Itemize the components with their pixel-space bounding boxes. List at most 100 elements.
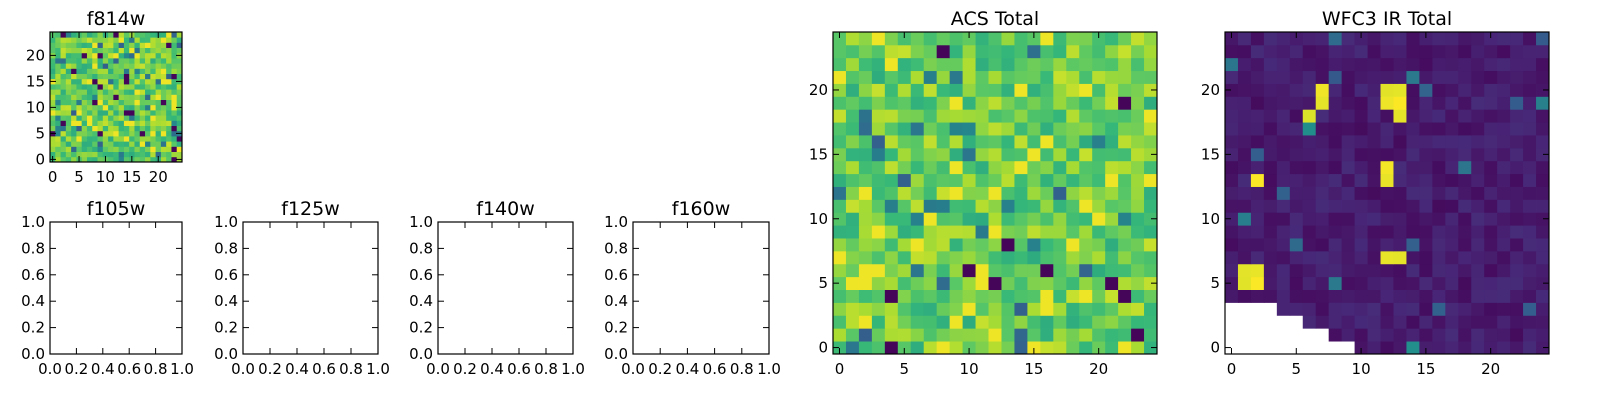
axes-frame (632, 221, 770, 355)
heatmap-cell (1406, 186, 1420, 200)
heatmap-cell (897, 147, 912, 162)
heatmap-cell (150, 37, 156, 43)
heatmap-cell (1263, 122, 1278, 136)
heatmap-cell (1484, 160, 1498, 175)
heatmap-cell (1237, 212, 1252, 226)
heatmap-cell (910, 96, 925, 110)
heatmap-cell (50, 94, 56, 100)
heatmap-cell (1315, 276, 1330, 290)
heatmap-cell (1406, 44, 1420, 59)
heatmap-cell (1092, 122, 1106, 136)
heatmap-cell (1053, 109, 1067, 123)
x-tick-label: 0.2 (453, 360, 477, 378)
heatmap-cell (1419, 212, 1433, 226)
heatmap-cell (1484, 122, 1498, 136)
heatmap-cell (1131, 328, 1145, 342)
heatmap-cell (1354, 109, 1368, 123)
heatmap-cell (858, 122, 873, 136)
heatmap-cell (1105, 263, 1119, 278)
heatmap-cell (1523, 44, 1537, 59)
heatmap-cell (897, 186, 912, 200)
heatmap-cell (1053, 315, 1067, 329)
heatmap-cell (1027, 238, 1041, 252)
heatmap-cell (1144, 315, 1158, 329)
heatmap-cell (139, 151, 146, 158)
heatmap-cell (871, 238, 886, 252)
heatmap-cell (1354, 250, 1368, 265)
heatmap-cell (155, 78, 162, 85)
heatmap-cell (1484, 276, 1498, 290)
heatmap-cell (1263, 212, 1278, 226)
heatmap-cell (1302, 109, 1317, 123)
heatmap-cell (118, 58, 125, 64)
heatmap-cell (1497, 44, 1511, 59)
heatmap-cell (975, 199, 989, 213)
heatmap-cell (1393, 70, 1407, 84)
heatmap-cell (76, 141, 83, 147)
heatmap-cell (97, 110, 104, 116)
panel-title: f105w (87, 198, 146, 220)
y-tick-label: 20 (1201, 81, 1220, 99)
heatmap-cell (1040, 263, 1054, 278)
heatmap-cell (936, 341, 951, 355)
heatmap-cell (897, 212, 912, 226)
heatmap-cell (150, 52, 156, 59)
heatmap-cell (1053, 135, 1067, 149)
heatmap-cell (1393, 289, 1407, 303)
heatmap-cell (65, 146, 72, 152)
heatmap-cell (1419, 160, 1433, 175)
heatmap-cell (139, 42, 146, 48)
heatmap-cell (936, 225, 951, 239)
heatmap-cell (1105, 96, 1119, 110)
heatmap-cell (1367, 212, 1381, 226)
x-tick-label: 10 (1352, 360, 1371, 378)
heatmap-cell (1001, 44, 1015, 59)
heatmap-cell (1380, 276, 1394, 290)
heatmap-cell (1040, 315, 1054, 329)
heatmap-cell (884, 315, 899, 329)
heatmap-cell (60, 156, 67, 163)
heatmap-cell (1053, 57, 1067, 72)
heatmap-cell (910, 135, 925, 149)
heatmap-cell (1118, 186, 1132, 200)
heatmap-cell (171, 110, 178, 116)
heatmap-cell (108, 156, 114, 163)
heatmap-cell (1225, 173, 1239, 187)
heatmap-cell (988, 315, 1002, 329)
heatmap-cell (1367, 276, 1381, 290)
heatmap-cell (962, 315, 976, 329)
heatmap-cell (92, 110, 98, 116)
heatmap-cell (1315, 147, 1330, 162)
heatmap-cell (1536, 328, 1550, 342)
heatmap-cell (1328, 122, 1343, 136)
heatmap-cell (71, 146, 77, 152)
heatmap-cell (845, 302, 860, 316)
heatmap-cell (1484, 263, 1498, 278)
heatmap-cell (1027, 109, 1041, 123)
heatmap-cell (1523, 57, 1537, 72)
y-tick-label: 0.0 (21, 345, 45, 363)
heatmap-cell (1066, 302, 1080, 316)
heatmap-cell (176, 115, 183, 121)
heatmap-cell (139, 47, 146, 54)
heatmap-cell (897, 328, 912, 342)
heatmap-cell (129, 146, 135, 152)
y-tick-label: 0 (35, 150, 45, 168)
heatmap-cell (1066, 32, 1080, 46)
heatmap-cell (129, 125, 135, 132)
heatmap-cell (171, 156, 178, 163)
heatmap-cell (1393, 83, 1407, 97)
heatmap-cell (1536, 250, 1550, 265)
heatmap-cell (1432, 250, 1446, 265)
heatmap-cell (897, 315, 912, 329)
heatmap-cell (1406, 109, 1420, 123)
heatmap-cell (1536, 225, 1550, 239)
heatmap-cell (1458, 122, 1472, 136)
heatmap-cell (1315, 238, 1330, 252)
heatmap-cell (176, 37, 183, 43)
heatmap-cell (1289, 302, 1304, 316)
heatmap-cell (1497, 32, 1511, 46)
heatmap-cell (871, 147, 886, 162)
heatmap-cell (833, 70, 847, 84)
